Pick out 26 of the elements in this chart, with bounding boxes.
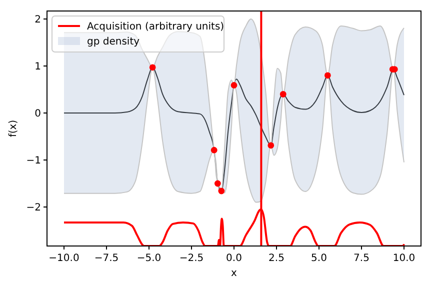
text: gp density	[87, 36, 140, 48]
x-tick-label: 7.5	[354, 253, 370, 264]
point	[149, 64, 156, 71]
y-tick-label: −1	[26, 155, 41, 166]
x-tick-label: 2.5	[268, 253, 284, 264]
y-tick-label: 2	[34, 14, 41, 26]
legend-label: Acquisition (arbitrary units)	[87, 22, 224, 32]
x-tick-label: 5.0	[311, 253, 327, 264]
x-axis-title: x	[231, 268, 238, 279]
point	[230, 82, 238, 88]
x-tick-label: −10.0	[48, 253, 80, 264]
point	[280, 90, 286, 98]
y-axis-title: f(x)	[8, 120, 19, 138]
x-tick-label: 0.0	[226, 253, 242, 264]
x-tick-label: −2.5	[179, 253, 204, 264]
x-tick-label: −5.0	[136, 253, 162, 264]
y-tick-label: −2	[26, 202, 41, 214]
x-tick-label: 10.0	[392, 253, 416, 264]
y-tick-label: 1	[34, 61, 41, 72]
y-tick-label: 0	[34, 108, 41, 120]
x-tick-label: −7.5	[94, 253, 119, 264]
point	[210, 146, 218, 154]
point	[218, 188, 225, 194]
point	[214, 180, 221, 187]
point	[324, 72, 331, 79]
point	[268, 142, 274, 149]
